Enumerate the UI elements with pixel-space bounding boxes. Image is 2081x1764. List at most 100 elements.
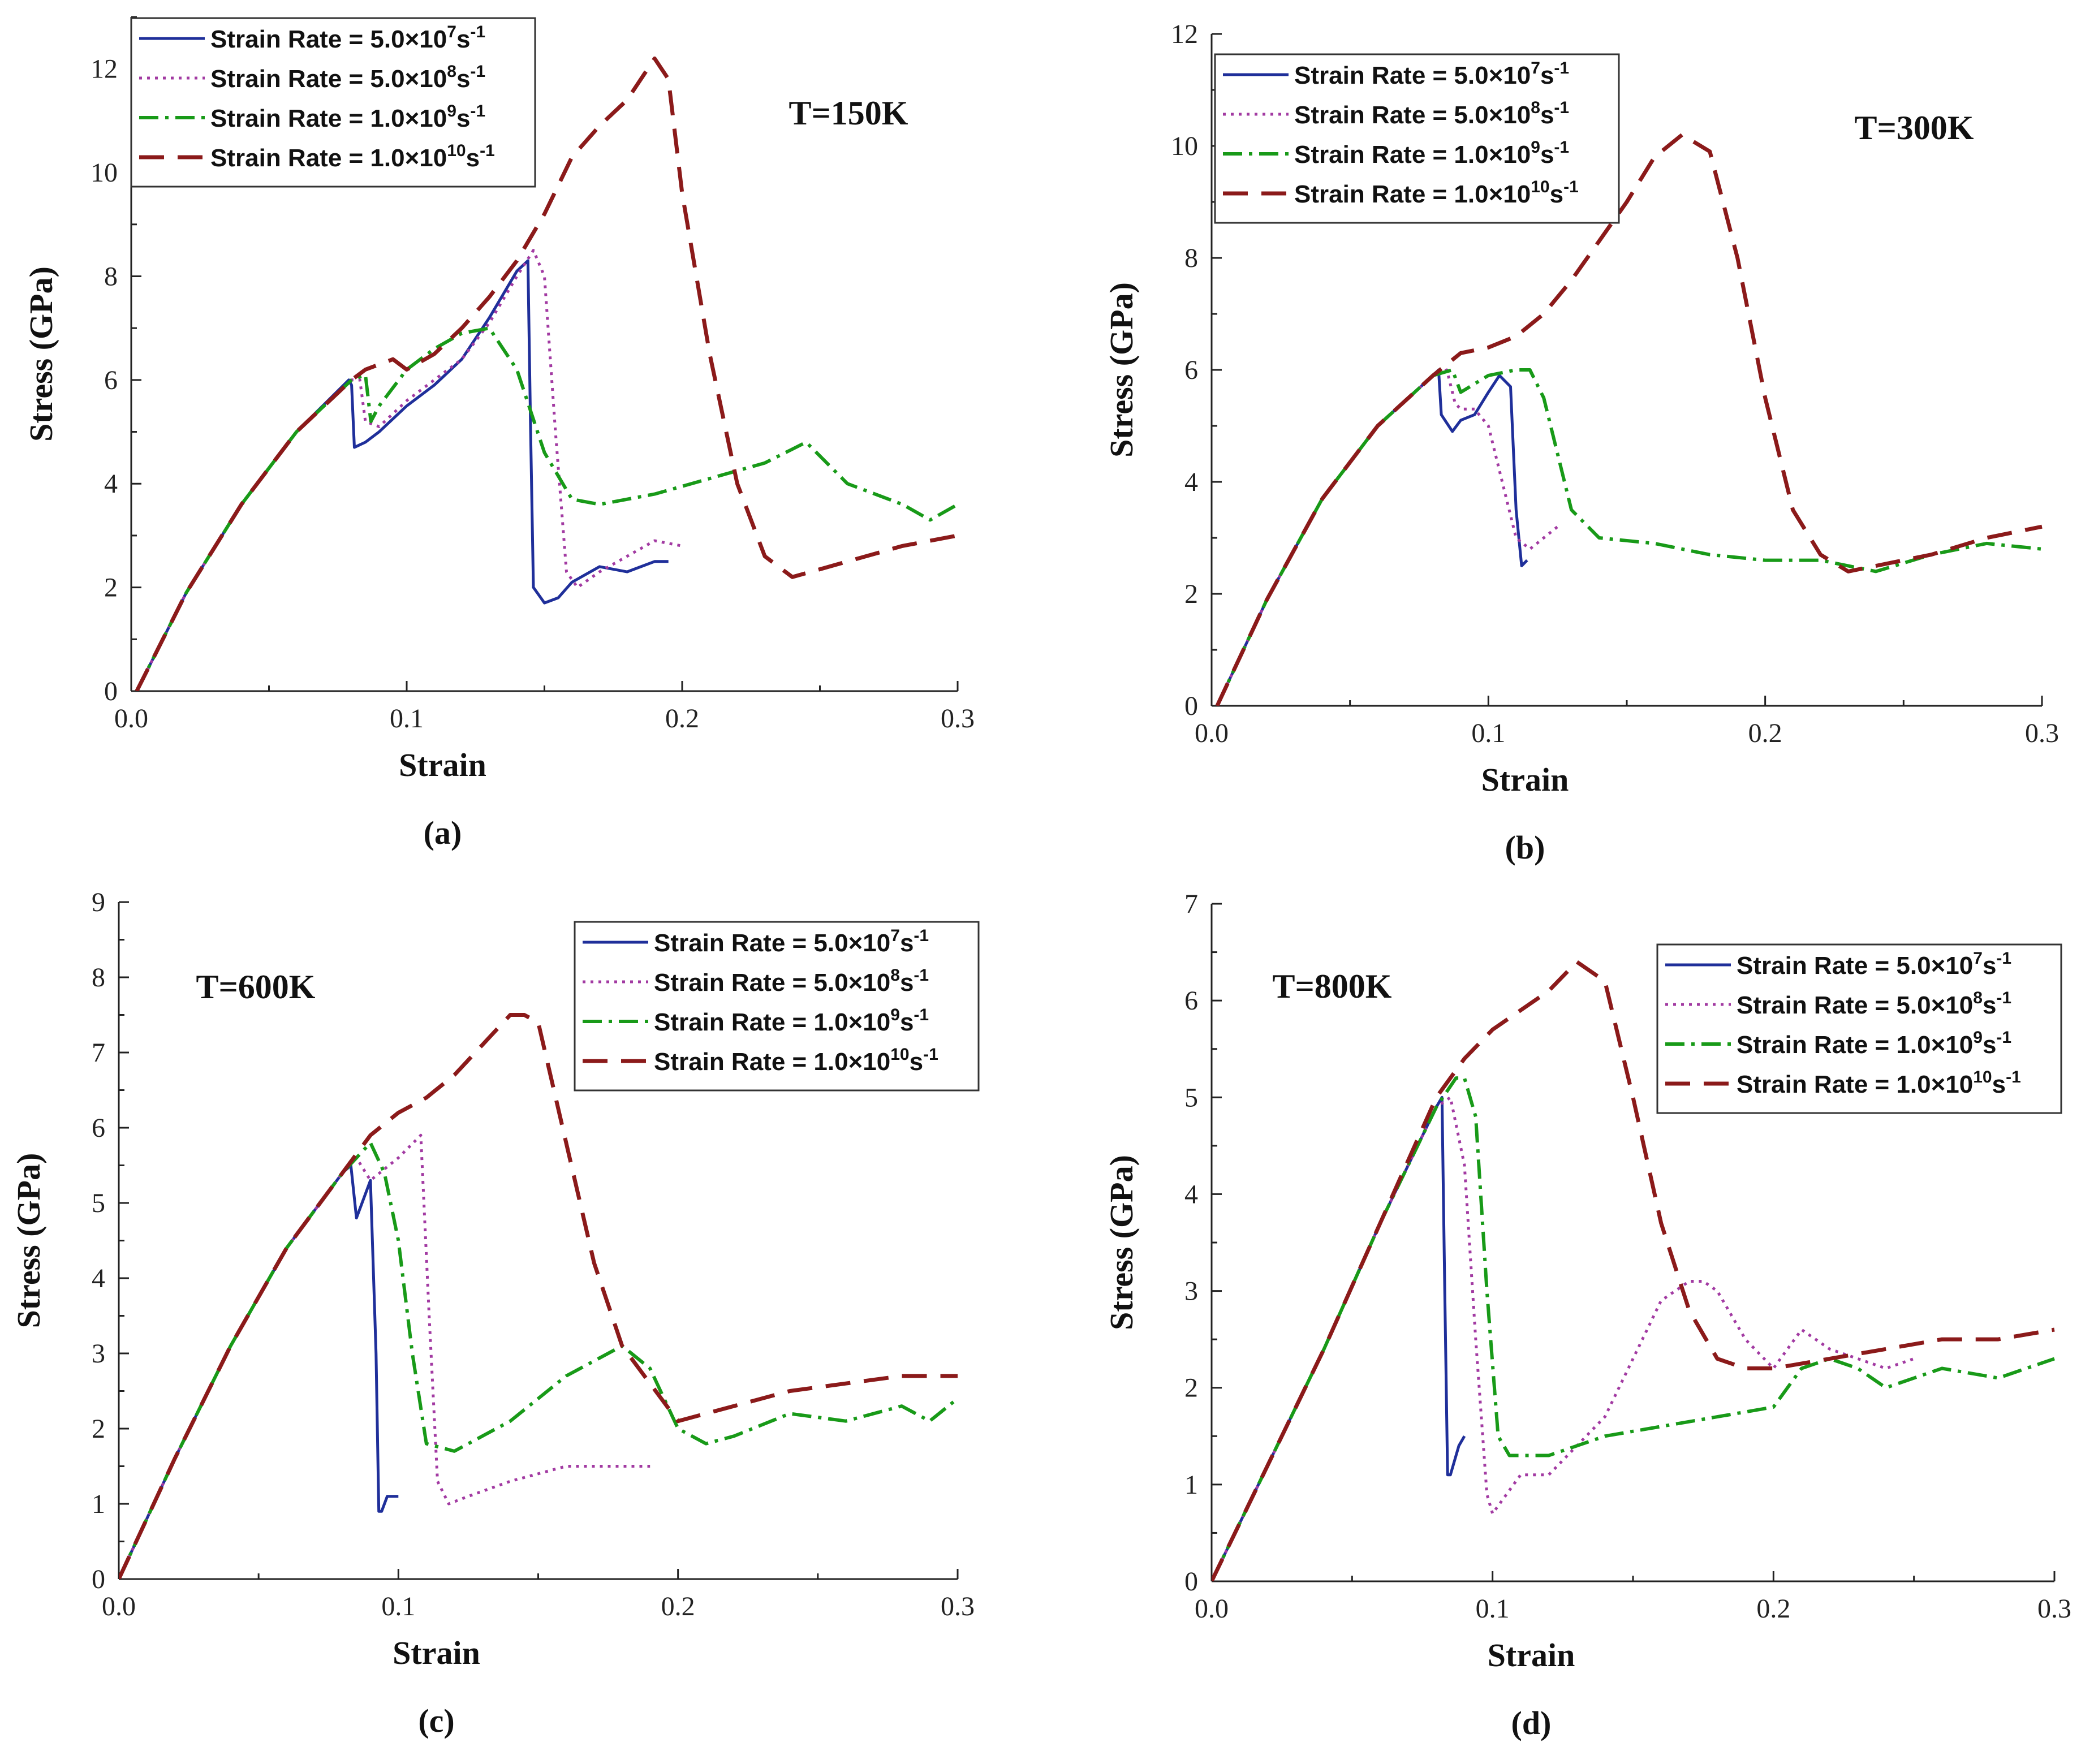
legend: Strain Rate = 5.0×107s-1 Strain Rate = 5.…: [574, 921, 980, 1092]
x-tick-label: 0.2: [1756, 1594, 1790, 1624]
x-axis-title: Strain: [1488, 1637, 1575, 1674]
series-line-1: [119, 1164, 399, 1579]
legend: Strain Rate = 5.0×107s-1 Strain Rate = 5.…: [130, 17, 536, 188]
y-tick-label: 7: [1184, 889, 1198, 919]
y-tick-label: 12: [91, 54, 118, 84]
x-tick-label: 0.0: [1195, 718, 1229, 748]
legend-entry-2: Strain Rate = 5.0×108s-1: [1737, 989, 2011, 1019]
series-line-1: [1212, 1096, 1466, 1581]
series-line-1: [1216, 368, 1528, 706]
y-tick-label: 0: [1184, 1567, 1198, 1597]
y-tick-label: 2: [1184, 1373, 1198, 1403]
y-tick-label: 2: [92, 1414, 105, 1444]
legend-entry-1: Strain Rate = 5.0×107s-1: [1737, 949, 2011, 980]
x-tick-label: 0.2: [665, 704, 699, 734]
y-tick-label: 3: [92, 1339, 105, 1369]
x-tick-label: 0.0: [1195, 1594, 1229, 1624]
x-axis-title: Strain: [399, 747, 486, 783]
temperature-label: T=300K: [1855, 109, 1974, 146]
y-axis-title: Stress (GPa): [1103, 1155, 1140, 1330]
legend-entry-4: Strain Rate = 1.0×1010s-1: [654, 1045, 938, 1076]
y-tick-label: 0: [92, 1564, 105, 1594]
panel-label: (d): [1511, 1705, 1552, 1741]
x-tick-label: 0.1: [390, 704, 424, 734]
panel-d: 0.0 0.1 0.2 0.3 0 1 2 3 4 5 6 7 Strain Stress (GPa) (d…: [1103, 889, 2071, 1741]
legend-entry-4: Strain Rate = 1.0×1010s-1: [1294, 178, 1579, 208]
panel-a: 0.0 0.1 0.2 0.3 0 2 4 6 8 10 12 Strain Stress (GPa) (…: [23, 16, 975, 851]
x-tick-label: 0.2: [1748, 718, 1782, 748]
legend-entry-4: Strain Rate = 1.0×1010s-1: [210, 141, 495, 172]
series-line-4: [1212, 960, 2055, 1581]
y-tick-label: 10: [1171, 131, 1198, 161]
series-line-4: [135, 56, 958, 691]
series-line-2: [119, 1133, 650, 1579]
y-axis-title: Stress (GPa): [10, 1153, 47, 1329]
x-axis-title: Strain: [1481, 761, 1569, 798]
series-line-2: [135, 249, 683, 691]
series-line-3: [135, 326, 959, 691]
x-tick-label: 0.2: [661, 1592, 695, 1621]
y-axis-title: Stress (GPa): [1103, 282, 1140, 458]
legend: Strain Rate = 5.0×107s-1 Strain Rate = 5.…: [1656, 943, 2062, 1114]
y-tick-label: 6: [1184, 355, 1198, 385]
panel-label: (b): [1505, 829, 1545, 866]
legend-entry-4: Strain Rate = 1.0×1010s-1: [1737, 1068, 2021, 1098]
y-tick-label: 12: [1171, 19, 1198, 49]
x-axis-title: Strain: [393, 1634, 480, 1671]
x-tick-label: 0.1: [381, 1592, 415, 1621]
y-tick-label: 0: [104, 676, 118, 706]
x-tick-label: 0.1: [1471, 718, 1505, 748]
panel-label: (a): [424, 814, 462, 851]
x-tick-label: 0.3: [2025, 718, 2059, 748]
panel-b: 0.0 0.1 0.2 0.3 0 2 4 6 8 10 12 Strain Stress (GPa) (…: [1103, 19, 2059, 866]
y-tick-label: 6: [104, 365, 118, 395]
legend-entry-3: Strain Rate = 1.0×109s-1: [210, 102, 485, 132]
y-tick-label: 4: [104, 469, 118, 499]
legend-entry-2: Strain Rate = 5.0×108s-1: [210, 62, 485, 93]
legend: Strain Rate = 5.0×107s-1 Strain Rate = 5.…: [1214, 53, 1620, 224]
legend-entry-1: Strain Rate = 5.0×107s-1: [654, 926, 929, 957]
y-tick-label: 0: [1184, 691, 1198, 721]
y-tick-label: 3: [1184, 1276, 1198, 1306]
legend-entry-1: Strain Rate = 5.0×107s-1: [210, 23, 485, 53]
legend-entry-2: Strain Rate = 5.0×108s-1: [654, 966, 929, 997]
y-tick-label: 5: [1184, 1082, 1198, 1112]
series-line-4: [1215, 132, 2043, 706]
y-tick-label: 6: [92, 1113, 105, 1143]
y-tick-label: 4: [1184, 467, 1198, 497]
y-tick-label: 8: [1184, 243, 1198, 273]
y-tick-label: 1: [1184, 1470, 1198, 1500]
x-tick-label: 0.0: [114, 704, 148, 734]
series-line-2: [1216, 368, 1559, 706]
y-tick-label: 5: [92, 1188, 105, 1218]
legend-entry-3: Strain Rate = 1.0×109s-1: [654, 1006, 929, 1036]
y-tick-label: 8: [92, 963, 105, 993]
y-axis-title: Stress (GPa): [23, 266, 59, 442]
y-tick-label: 1: [92, 1489, 105, 1519]
series-line-3: [119, 1141, 959, 1579]
temperature-label: T=600K: [196, 968, 316, 1006]
series-line-3: [1212, 1076, 2055, 1581]
y-tick-label: 7: [92, 1038, 105, 1068]
legend-entry-3: Strain Rate = 1.0×109s-1: [1737, 1028, 2011, 1059]
temperature-label: T=150K: [789, 94, 908, 132]
y-tick-label: 4: [92, 1263, 105, 1293]
legend-entry-1: Strain Rate = 5.0×107s-1: [1294, 59, 1569, 89]
x-tick-label: 0.3: [2037, 1594, 2071, 1624]
series-line-4: [119, 1013, 958, 1579]
panel-label: (c): [418, 1702, 454, 1739]
x-tick-label: 0.3: [941, 704, 975, 734]
series-line-3: [1216, 368, 2043, 706]
series-line-2: [1212, 1096, 1915, 1581]
y-tick-label: 6: [1184, 986, 1198, 1016]
y-tick-label: 2: [1184, 579, 1198, 609]
y-tick-label: 10: [91, 158, 118, 188]
series-line-1: [135, 259, 669, 691]
y-tick-label: 8: [104, 261, 118, 291]
y-tick-label: 2: [104, 573, 118, 603]
x-tick-label: 0.0: [102, 1592, 136, 1621]
y-tick-label: 9: [92, 887, 105, 917]
temperature-label: T=800K: [1273, 968, 1392, 1005]
legend-entry-2: Strain Rate = 5.0×108s-1: [1294, 98, 1569, 129]
